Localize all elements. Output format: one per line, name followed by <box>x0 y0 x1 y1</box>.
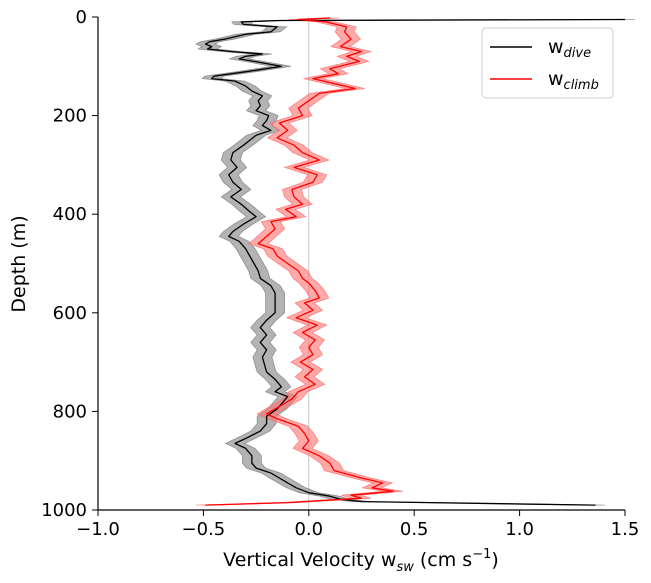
y-ticks: 0 200 400 600 800 1000 <box>41 7 98 521</box>
uncertainty-band-climb <box>195 17 403 506</box>
y-tick-label: 400 <box>53 204 87 225</box>
legend-label-dive: wdive <box>548 36 591 61</box>
y-tick-label: 1000 <box>41 500 87 521</box>
x-ticks: −1.0 −0.5 0.0 0.5 1.0 1.5 <box>76 510 639 540</box>
x-tick-label: 1.0 <box>505 519 534 540</box>
x-tick-label: −0.5 <box>182 519 226 540</box>
axes <box>97 17 625 511</box>
x-axis-label: Vertical Velocity wsw (cm s−1) <box>223 547 499 575</box>
y-tick-label: 600 <box>53 303 87 324</box>
x-tick-label: −1.0 <box>76 519 120 540</box>
y-tick-label: 200 <box>53 106 87 127</box>
y-tick-label: 800 <box>53 401 87 422</box>
x-tick-label: 0.5 <box>400 519 429 540</box>
plot-area <box>195 17 635 510</box>
series-line-climb <box>205 17 394 506</box>
legend: wdive wclimb <box>481 27 614 99</box>
y-axis-label: Depth (m) <box>8 215 30 312</box>
y-tick-label: 0 <box>76 7 87 28</box>
uncertainty-band-dive <box>195 19 635 506</box>
x-tick-label: 1.5 <box>611 519 640 540</box>
legend-label-climb: wclimb <box>548 68 599 93</box>
x-tick-label: 0.0 <box>294 519 323 540</box>
series-line-dive <box>204 18 626 506</box>
legend-box <box>481 27 614 99</box>
